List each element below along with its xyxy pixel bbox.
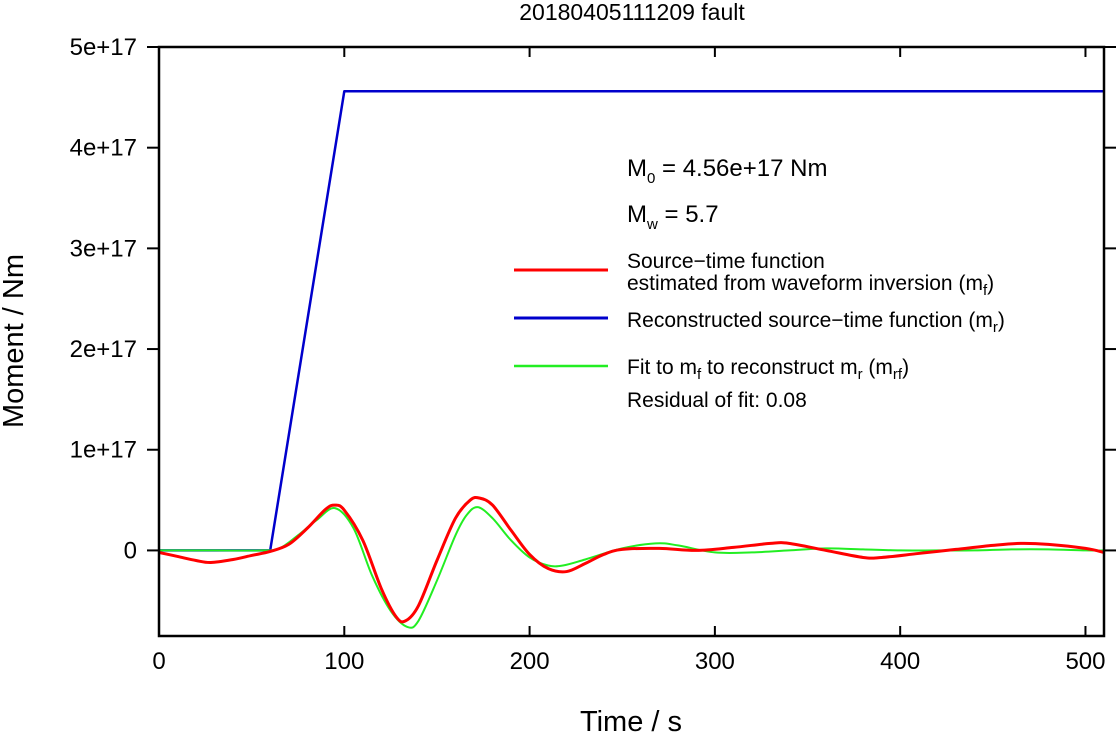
chart-title: 20180405111209 fault [519, 0, 745, 25]
mw-subscript: w [646, 216, 658, 233]
legend-green-end: ) [902, 356, 909, 379]
m0-value: = 4.56e+17 Nm [655, 155, 827, 182]
y-tick-label: 3e+17 [70, 235, 137, 262]
plot-frame [157, 45, 1106, 638]
series-line-red [159, 495, 1104, 624]
y-tick-label: 1e+17 [70, 437, 137, 464]
m0-subscript: 0 [647, 170, 655, 187]
series-layer [159, 90, 1104, 629]
legend-blue-text: Reconstructed source−time function (m [627, 309, 993, 332]
legend-red-text: estimated from waveform inversion (m [627, 272, 983, 295]
series-line-green [159, 506, 1104, 629]
y-tick-label: 2e+17 [70, 336, 137, 363]
legend-blue-end: ) [998, 309, 1005, 332]
legend-red-sub: f [983, 282, 988, 299]
m0-annotation: M0 = 4.56e+17 Nm [627, 155, 827, 187]
axis-ticks: 0 100 200 300 400 500 0 1e+17 2e+17 3e+17 4e+17 5e+… [70, 34, 1116, 675]
legend-green-a: Fit to m [627, 356, 697, 379]
x-tick-label: 500 [1065, 648, 1105, 675]
legend-green-sub-b: r [858, 366, 863, 383]
y-tick-label: 0 [124, 537, 137, 564]
y-tick-label: 4e+17 [70, 135, 137, 162]
x-tick-label: 100 [324, 648, 364, 675]
mw-annotation: Mw = 5.7 [627, 201, 719, 233]
legend-red-line1: Source−time function [627, 250, 825, 273]
legend-green-b: to reconstruct m [701, 356, 857, 379]
legend-blue: Reconstructed source−time function (mr) [627, 309, 1005, 336]
legend-red-end: ) [987, 272, 994, 295]
x-tick-label: 0 [152, 648, 165, 675]
y-tick-label: 5e+17 [70, 34, 137, 61]
legend-green-sub-c: rf [893, 366, 903, 383]
legend-blue-sub: r [993, 319, 998, 336]
y-axis-title: Moment / Nm [0, 254, 30, 428]
legend-green: Fit to mf to reconstruct mr (mrf) [627, 356, 909, 383]
residual-annotation: Residual of fit: 0.08 [627, 389, 807, 412]
x-axis-title: Time / s [580, 706, 682, 736]
legend-green-sub-a: f [697, 366, 702, 383]
mw-symbol: M [627, 201, 647, 228]
x-tick-label: 300 [695, 648, 735, 675]
x-tick-label: 200 [510, 648, 550, 675]
x-tick-label: 400 [880, 648, 920, 675]
m0-symbol: M [627, 155, 647, 182]
legend: Source−time function estimated from wave… [514, 250, 1005, 412]
legend-red-line2: estimated from waveform inversion (mf) [627, 272, 994, 299]
legend-green-c: (m [863, 356, 893, 379]
mw-value: = 5.7 [658, 201, 719, 228]
